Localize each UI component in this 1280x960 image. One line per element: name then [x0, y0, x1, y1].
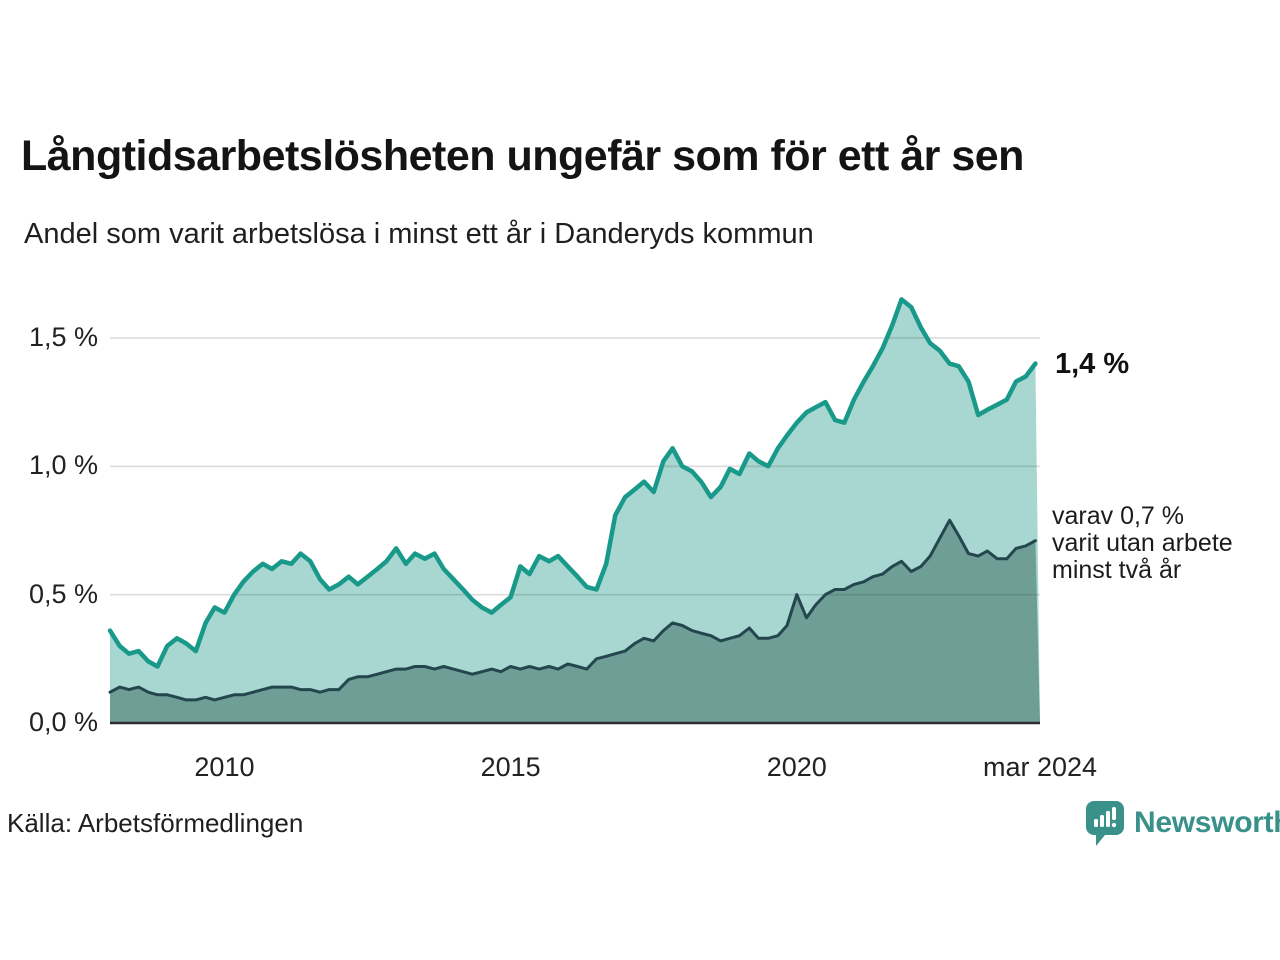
brand-name: Newsworthy — [1134, 806, 1280, 839]
x-tick-label: 2010 — [194, 752, 255, 782]
source-note: Källa: Arbetsförmedlingen — [7, 808, 304, 838]
line-two-years — [108, 518, 1037, 702]
brand-logo: Newsworthy — [1085, 800, 1280, 846]
x-tick-label: mar 2024 — [982, 752, 1098, 782]
x-tick-label: 2015 — [480, 752, 541, 782]
y-tick-label: 1,5 % — [28, 321, 98, 352]
chart-subtitle: Andel som varit arbetslösa i minst ett å… — [24, 218, 814, 250]
newsworthy-icon — [1086, 801, 1124, 846]
x-tick-label: 2020 — [766, 752, 827, 782]
latest-value-label: 1,4 % — [1055, 348, 1130, 380]
y-tick-label: 0,0 % — [28, 707, 98, 737]
line-total — [107, 297, 1038, 669]
chart-title: Långtidsarbetslösheten ungefär som för e… — [21, 132, 1024, 180]
y-tick-label: 0,5 % — [28, 578, 98, 609]
y-tick-label: 1,0 % — [28, 450, 98, 481]
area-fill-two-years — [110, 520, 1040, 723]
secondary-series-annotation: varav 0,7 % varit utan arbete minst två … — [1052, 502, 1233, 584]
